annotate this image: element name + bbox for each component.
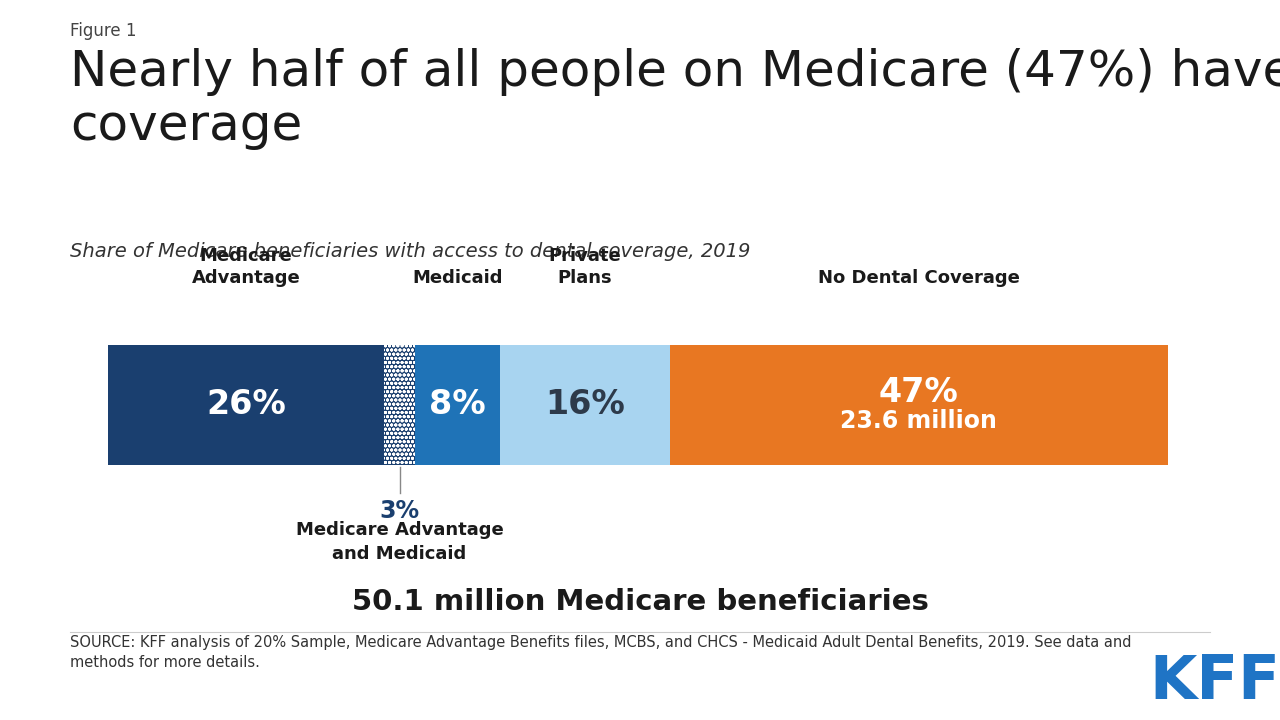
Text: 50.1 million Medicare beneficiaries: 50.1 million Medicare beneficiaries [352, 588, 928, 616]
Text: 16%: 16% [545, 389, 625, 421]
Text: Medicaid: Medicaid [412, 269, 503, 287]
Text: Medicare Advantage
and Medicaid: Medicare Advantage and Medicaid [296, 521, 503, 562]
Text: SOURCE: KFF analysis of 20% Sample, Medicare Advantage Benefits files, MCBS, and: SOURCE: KFF analysis of 20% Sample, Medi… [70, 635, 1132, 670]
Bar [669, 345, 1169, 465]
Bar [500, 345, 669, 465]
Text: 8%: 8% [430, 389, 486, 421]
Text: 47%: 47% [879, 377, 959, 410]
Bar [384, 345, 416, 465]
Text: Medicare
Advantage: Medicare Advantage [192, 247, 301, 287]
Bar [108, 345, 384, 465]
Bar [384, 345, 416, 465]
Text: KFF: KFF [1149, 653, 1280, 712]
Text: Figure 1: Figure 1 [70, 22, 137, 40]
Text: No Dental Coverage: No Dental Coverage [818, 269, 1020, 287]
Text: Private
Plans: Private Plans [549, 247, 621, 287]
Text: Nearly half of all people on Medicare (47%) have no dental
coverage: Nearly half of all people on Medicare (4… [70, 48, 1280, 150]
Text: Share of Medicare beneficiaries with access to dental coverage, 2019: Share of Medicare beneficiaries with acc… [70, 242, 750, 261]
Text: 3%: 3% [379, 499, 420, 523]
Bar [416, 345, 500, 465]
Text: 23.6 million: 23.6 million [841, 409, 997, 433]
Text: 26%: 26% [206, 389, 285, 421]
